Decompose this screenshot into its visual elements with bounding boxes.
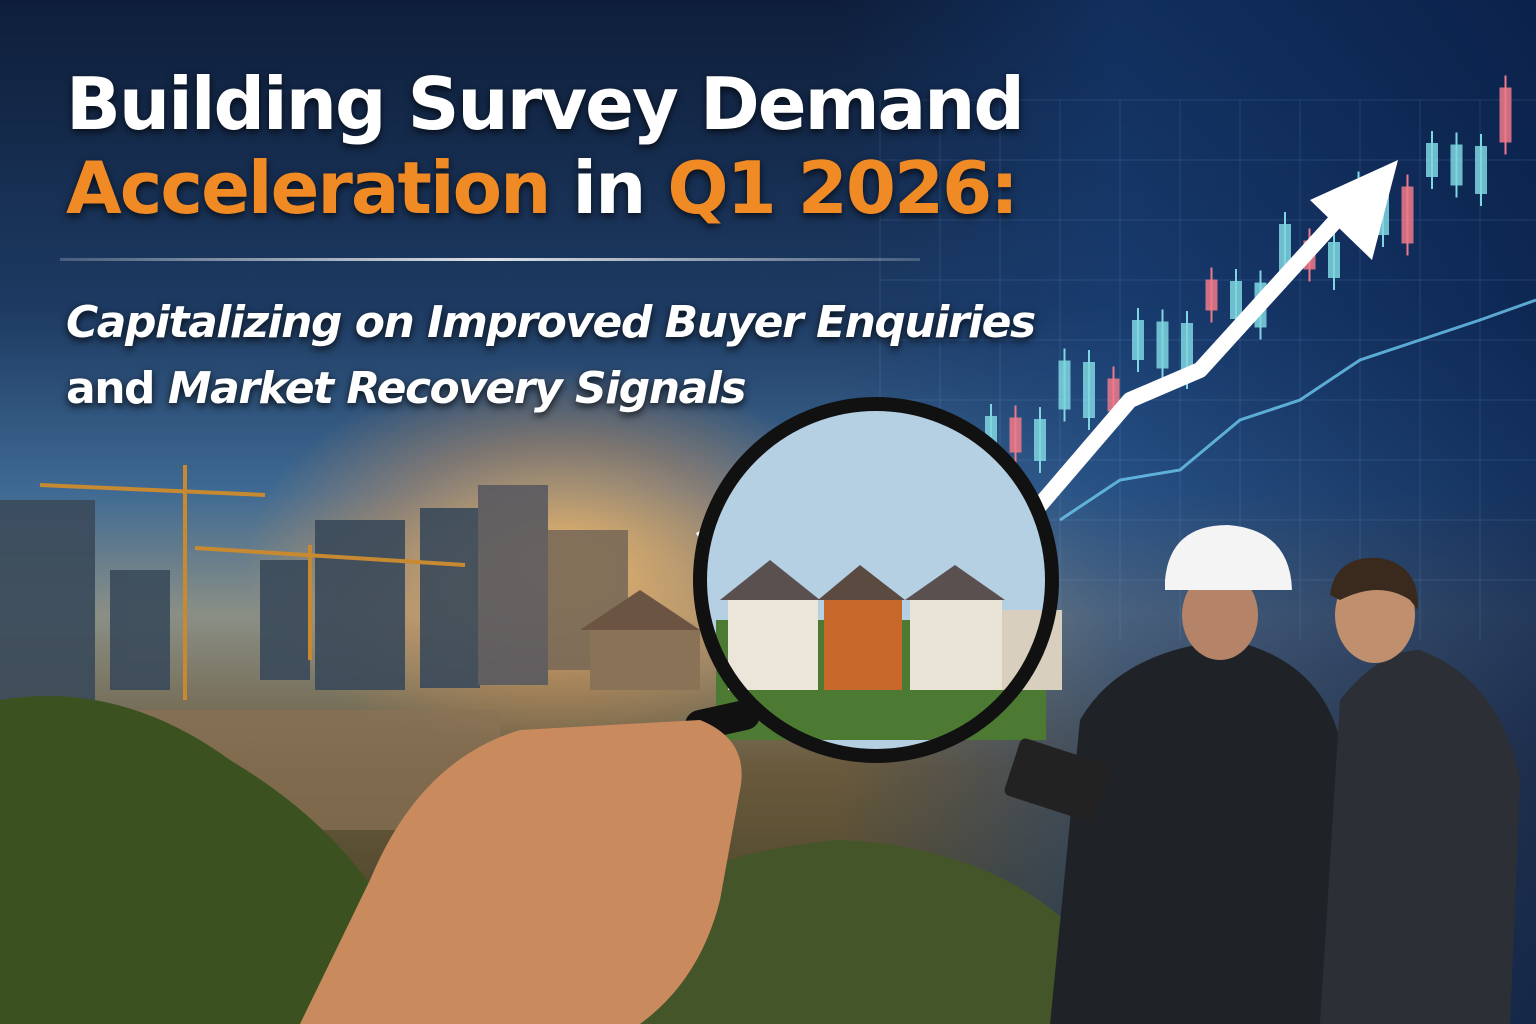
candle [1499, 87, 1512, 143]
headline-line-1: Building Survey Demand [66, 62, 1025, 146]
hand [300, 720, 742, 1024]
hard-hat-icon [1165, 525, 1292, 590]
headline-quarter: Q1 2026: [667, 146, 1019, 230]
candle [1328, 242, 1340, 278]
tablet-icon [1004, 738, 1111, 822]
trees [0, 696, 380, 1024]
headline-line-2: Acceleration in Q1 2026: [66, 146, 1023, 230]
candle [1475, 146, 1487, 194]
candle [1230, 281, 1242, 319]
subtitle-line-1: Capitalizing on Improved Buyer Enquiries [66, 297, 1036, 348]
surveyor-figure [1004, 525, 1340, 1024]
arrow-head [1310, 160, 1398, 260]
chart-grid [879, 99, 1536, 640]
candle [1132, 320, 1144, 360]
candle [1426, 143, 1438, 177]
subtitle: Capitalizing on Improved Buyer Enquiries… [66, 290, 1036, 422]
headline-accent: Acceleration [66, 146, 551, 230]
candle [1058, 360, 1071, 410]
candle [1156, 321, 1169, 369]
candle [1034, 419, 1046, 461]
candle [1450, 144, 1463, 186]
magnifying-glass-icon [685, 397, 1062, 763]
headline: Building Survey Demand Acceleration in Q… [66, 62, 1025, 230]
secondary-trend-line [1059, 298, 1536, 522]
colleague-figure [1320, 557, 1520, 1024]
headline-connector: in [549, 146, 668, 230]
candle [1083, 362, 1095, 418]
subtitle-plain: and [66, 363, 168, 414]
construction-crane-icon [39, 465, 466, 700]
candle [1107, 378, 1120, 412]
subtitle-line-2: and Market Recovery Signals [66, 356, 1035, 422]
subtitle-italic: Market Recovery Signals [167, 363, 747, 414]
candle [1401, 186, 1414, 244]
candle [1009, 417, 1022, 453]
candlestick-chart-icon [985, 75, 1512, 473]
city-skyline [0, 485, 628, 700]
candle [1181, 323, 1193, 377]
divider [60, 258, 920, 261]
candle [1205, 279, 1218, 311]
